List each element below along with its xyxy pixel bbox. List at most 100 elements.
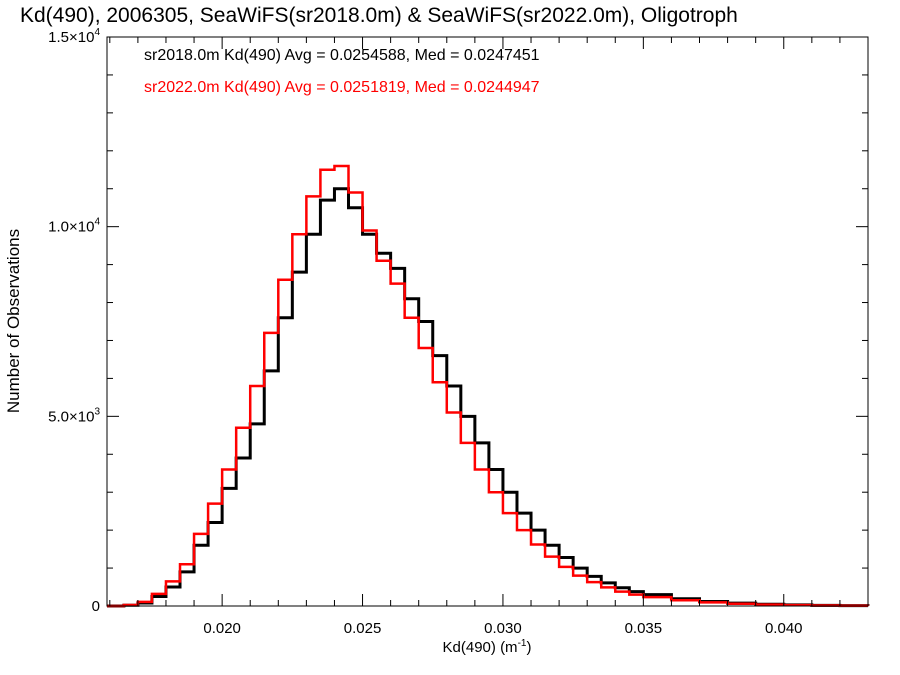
- histogram-point: [495, 468, 497, 471]
- histogram-point: [523, 529, 525, 531]
- histogram-point: [284, 278, 287, 281]
- x-axis-label-close: ): [526, 639, 531, 656]
- histogram-point: [158, 593, 160, 595]
- histogram-point: [593, 575, 596, 578]
- histogram-point: [382, 260, 385, 262]
- histogram-point: [256, 385, 259, 387]
- histogram-point: [635, 593, 638, 596]
- legend-entry-1: sr2018.0m Kd(490) Avg = 0.0254588, Med =…: [144, 47, 540, 64]
- histogram-point: [424, 320, 427, 323]
- histogram-point: [396, 282, 399, 285]
- y-axis-label: Number of Observations: [4, 229, 23, 413]
- histogram-point: [270, 332, 273, 334]
- histogram-point: [537, 529, 539, 531]
- histogram-point: [172, 580, 174, 583]
- histogram-point: [158, 595, 160, 598]
- y-axis: 0 5.0×103 1.0×104 1.5×104: [48, 27, 868, 615]
- histogram-point: [684, 599, 687, 602]
- histogram-point: [172, 586, 174, 588]
- chart-title: Kd(490), 2006305, SeaWiFS(sr2018.0m) & S…: [20, 4, 738, 27]
- x-axis-label-superscript: -1: [518, 638, 527, 649]
- histogram-point: [326, 168, 329, 171]
- histogram-point: [312, 233, 315, 236]
- histogram-point: [509, 491, 511, 494]
- histogram-point: [228, 468, 230, 471]
- y-tick-label: 1.5×104: [48, 27, 100, 46]
- histogram-point: [242, 457, 244, 459]
- histogram-point: [607, 582, 610, 584]
- y-tick-label: 5.0×103: [48, 406, 100, 425]
- histogram-point: [200, 533, 202, 535]
- histogram-point: [312, 195, 315, 198]
- x-tick-label: 0.030: [484, 620, 522, 637]
- histogram-point: [579, 567, 581, 569]
- histogram-point: [186, 571, 188, 573]
- histogram-point: [621, 586, 624, 589]
- histogram-point: [424, 347, 427, 349]
- histogram-point: [768, 603, 771, 606]
- plot-frame: [106, 36, 869, 607]
- histogram-point: [410, 297, 413, 300]
- histogram-point: [481, 442, 483, 444]
- histogram-point: [438, 354, 441, 357]
- histogram-point: [621, 590, 624, 593]
- histogram-point: [214, 502, 216, 505]
- histogram-point: [354, 191, 357, 194]
- histogram-point: [396, 267, 399, 270]
- x-tick-label: 0.035: [625, 620, 663, 637]
- histogram-point: [551, 555, 553, 558]
- histogram-point: [438, 381, 441, 383]
- histogram-point: [565, 556, 567, 559]
- histogram-point: [656, 596, 659, 598]
- histogram-point: [495, 491, 497, 494]
- histogram-point: [551, 544, 553, 547]
- histogram-point: [453, 385, 455, 387]
- histogram-point: [656, 593, 659, 596]
- histogram-point: [354, 206, 357, 209]
- histogram-point: [186, 563, 188, 566]
- y-tick-label: 0: [92, 598, 100, 615]
- histogram-point: [382, 252, 385, 255]
- histogram-series-sr2018.0m: [107, 187, 870, 608]
- x-axis-label: Kd(490) (m-1): [443, 638, 532, 656]
- histogram-point: [298, 233, 301, 236]
- histogram-point: [453, 411, 455, 414]
- histogram-point: [284, 316, 287, 319]
- histogram-point: [740, 602, 743, 605]
- histogram-point: [410, 316, 413, 319]
- histogram-point: [270, 370, 273, 372]
- histogram-point: [340, 165, 343, 167]
- histogram-point: [523, 512, 525, 514]
- histogram-point: [593, 581, 596, 583]
- histogram-point: [509, 512, 511, 514]
- histogram-point: [326, 199, 329, 201]
- histogram-point: [298, 271, 301, 273]
- legend-entry-2: sr2022.0m Kd(490) Avg = 0.0251819, Med =…: [144, 79, 540, 96]
- histogram-point: [537, 543, 539, 546]
- histogram-point: [340, 187, 343, 190]
- histogram-point: [368, 233, 371, 236]
- x-axis-label-text: Kd(490) (m: [443, 639, 518, 656]
- histogram-series-sr2022.0m: [107, 164, 870, 608]
- x-tick-label: 0.025: [344, 620, 382, 637]
- histogram-point: [712, 601, 715, 604]
- histogram-point: [565, 566, 567, 568]
- x-tick-label: 0.040: [765, 620, 803, 637]
- series-layer: [107, 164, 870, 608]
- histogram-point: [256, 423, 259, 425]
- histogram-point: [481, 468, 483, 471]
- x-axis: 0.020 0.025 0.030 0.035 0.040: [109, 37, 869, 637]
- y-tick-label: 1.0×104: [48, 217, 100, 236]
- x-tick-label: 0.020: [203, 620, 241, 637]
- histogram-point: [144, 601, 146, 603]
- histogram-point: [579, 574, 581, 577]
- histogram-point: [200, 544, 202, 547]
- histogram-point: [214, 521, 216, 524]
- histogram-point: [130, 604, 132, 606]
- histogram-point: [607, 586, 610, 589]
- histogram-point: [467, 415, 469, 418]
- histogram-point: [635, 590, 638, 593]
- histogram-point: [368, 229, 371, 232]
- histogram-point: [467, 442, 469, 444]
